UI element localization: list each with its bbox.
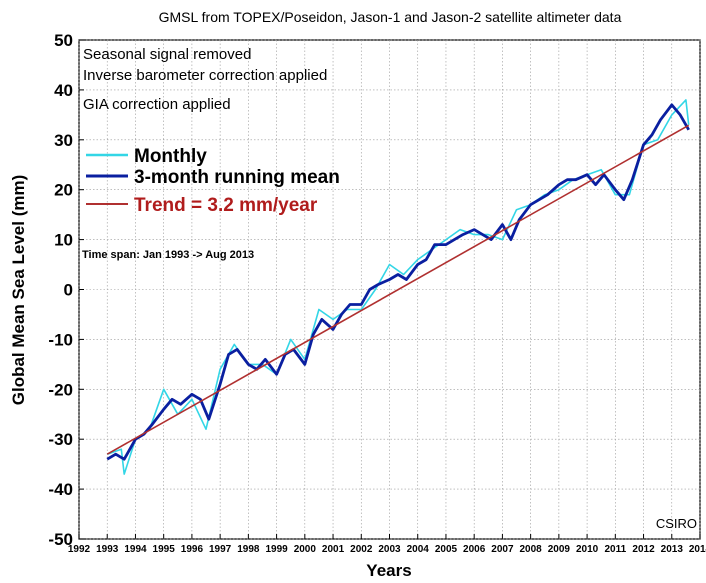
legend-label-running-mean: 3-month running mean (134, 167, 340, 188)
x-tick-label: 2003 (378, 544, 401, 555)
y-tick-label: 50 (54, 31, 73, 50)
grid (78, 39, 701, 540)
x-tick-label: 2012 (632, 544, 655, 555)
annotation-inverse-barometer: Inverse barometer correction applied (83, 67, 327, 84)
x-tick-label: 2005 (435, 544, 458, 555)
y-tick-label: 0 (64, 281, 73, 300)
y-axis-label: Global Mean Sea Level (mm) (9, 175, 28, 406)
y-tick-label: -10 (48, 330, 73, 349)
x-tick-label: 1992 (68, 544, 91, 555)
x-tick-label: 1998 (237, 544, 260, 555)
credit-label: CSIRO (656, 516, 697, 531)
time-span-note: Time span: Jan 1993 -> Aug 2013 (82, 249, 254, 261)
x-tick-label: 1996 (181, 544, 204, 555)
x-tick-label: 2006 (463, 544, 486, 555)
x-tick-label: 1994 (124, 544, 147, 555)
annotation-gia: GIA correction applied (83, 96, 231, 113)
y-tick-label: -20 (48, 380, 73, 399)
x-tick-label: 2001 (322, 544, 345, 555)
y-tick-label: 20 (54, 181, 73, 200)
x-axis-label: Years (366, 561, 411, 580)
x-tick-label: 2000 (294, 544, 317, 555)
x-tick-label: 1999 (265, 544, 288, 555)
x-tick-label: 2014 (689, 544, 706, 555)
x-tick-label: 2010 (576, 544, 599, 555)
y-tick-label: -30 (48, 430, 73, 449)
x-tick-label: 1995 (153, 544, 176, 555)
series-running-mean-line (106, 103, 690, 461)
x-tick-label: 2004 (407, 544, 430, 555)
series-trend-line (106, 124, 690, 455)
y-tick-label: 10 (54, 231, 73, 250)
tick-labels: 1992 1993 1994 1995 1996 1997 1998 1999 2000 2001… (48, 31, 706, 555)
legend: Monthly 3-month running mean Trend = 3.2… (86, 146, 340, 216)
x-tick-label: 2007 (491, 544, 514, 555)
x-tick-label: 1993 (96, 544, 119, 555)
legend-label-monthly: Monthly (134, 146, 207, 167)
y-tick-label: 30 (54, 131, 73, 150)
y-tick-label: -50 (48, 530, 73, 549)
y-tick-label: 40 (54, 81, 73, 100)
legend-label-trend: Trend = 3.2 mm/year (134, 195, 318, 216)
x-tick-label: 2011 (604, 544, 626, 555)
x-tick-label: 2002 (350, 544, 373, 555)
x-tick-label: 2008 (520, 544, 543, 555)
series-lines (106, 99, 690, 475)
annotation-seasonal: Seasonal signal removed (83, 46, 251, 63)
x-tick-label: 2009 (548, 544, 571, 555)
x-tick-label: 2013 (661, 544, 684, 555)
x-tick-label: 1997 (209, 544, 232, 555)
chart-title: GMSL from TOPEX/Poseidon, Jason-1 and Ja… (159, 9, 622, 25)
y-tick-label: -40 (48, 480, 73, 499)
